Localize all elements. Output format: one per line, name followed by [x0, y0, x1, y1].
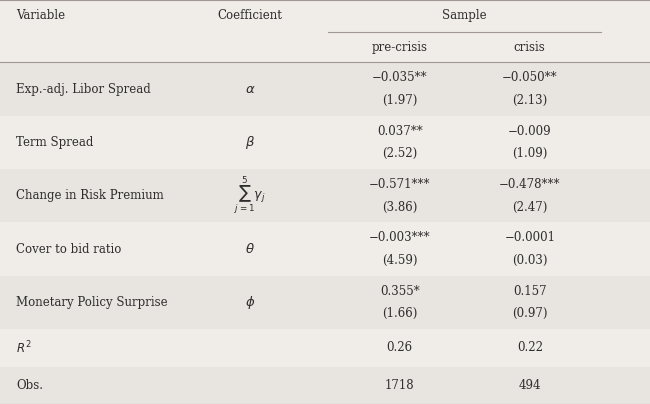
- Text: Cover to bid ratio: Cover to bid ratio: [16, 242, 122, 256]
- Bar: [0, 62, 650, 116]
- Text: Sample: Sample: [443, 9, 487, 22]
- Text: −0.478***: −0.478***: [499, 178, 560, 191]
- Text: 494: 494: [519, 379, 541, 392]
- Text: (1.97): (1.97): [382, 94, 417, 107]
- Text: (0.03): (0.03): [512, 254, 547, 267]
- Text: Variable: Variable: [16, 9, 66, 22]
- Bar: [0, 223, 650, 276]
- Text: −0.035**: −0.035**: [372, 71, 428, 84]
- Text: crisis: crisis: [514, 40, 545, 54]
- Text: 0.157: 0.157: [513, 285, 547, 298]
- Text: Monetary Policy Surprise: Monetary Policy Surprise: [16, 296, 168, 309]
- Text: (1.66): (1.66): [382, 307, 417, 320]
- Text: −0.0001: −0.0001: [504, 231, 555, 244]
- Text: (2.47): (2.47): [512, 200, 547, 214]
- Text: 0.037**: 0.037**: [377, 124, 423, 138]
- Bar: [0, 366, 650, 404]
- Text: $θ$: $θ$: [245, 242, 255, 256]
- Text: −0.009: −0.009: [508, 124, 552, 138]
- Text: −0.571***: −0.571***: [369, 178, 430, 191]
- Text: Coefficient: Coefficient: [218, 9, 283, 22]
- Text: $\sum_{j=1}^{5}\gamma_j$: $\sum_{j=1}^{5}\gamma_j$: [235, 175, 266, 217]
- Text: 0.355*: 0.355*: [380, 285, 420, 298]
- Text: (0.97): (0.97): [512, 307, 547, 320]
- Text: $β$: $β$: [245, 134, 255, 151]
- Text: (2.13): (2.13): [512, 94, 547, 107]
- Text: 0.22: 0.22: [517, 341, 543, 354]
- Text: pre-crisis: pre-crisis: [372, 40, 428, 54]
- Text: $R^2$: $R^2$: [16, 339, 32, 356]
- Bar: [0, 276, 650, 329]
- Text: Exp.-adj. Libor Spread: Exp.-adj. Libor Spread: [16, 82, 151, 96]
- Text: −0.003***: −0.003***: [369, 231, 430, 244]
- Text: 1718: 1718: [385, 379, 415, 392]
- Bar: [0, 116, 650, 169]
- Text: $α$: $α$: [245, 82, 255, 96]
- Text: Term Spread: Term Spread: [16, 136, 94, 149]
- Text: −0.050**: −0.050**: [502, 71, 558, 84]
- Text: (2.52): (2.52): [382, 147, 417, 160]
- Text: (3.86): (3.86): [382, 200, 417, 214]
- Text: Change in Risk Premium: Change in Risk Premium: [16, 189, 164, 202]
- Bar: [0, 329, 650, 366]
- Bar: [0, 169, 650, 223]
- Text: $ϕ$: $ϕ$: [245, 294, 255, 311]
- Text: 0.26: 0.26: [387, 341, 413, 354]
- Text: (4.59): (4.59): [382, 254, 417, 267]
- Text: (1.09): (1.09): [512, 147, 547, 160]
- Text: Obs.: Obs.: [16, 379, 44, 392]
